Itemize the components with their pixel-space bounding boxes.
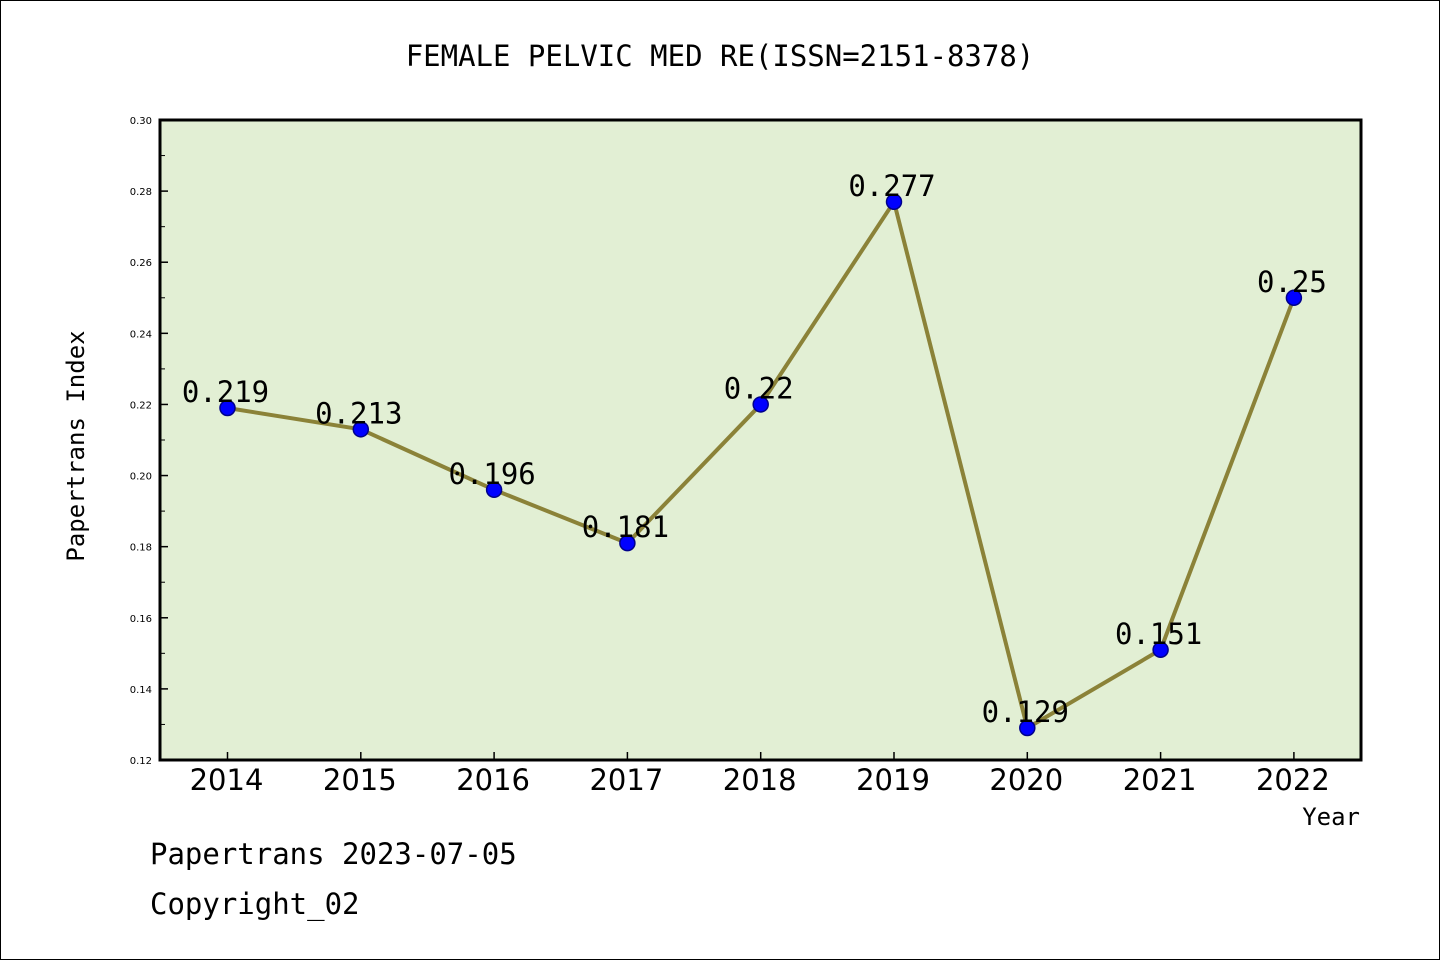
x-axis: 2014 2015 2016 2017 2018 2019 2020 2021 2022 — [190, 752, 1330, 797]
data-point — [885, 193, 903, 211]
y-tick-label: 0.18 — [130, 543, 152, 554]
y-tick-label: 0.16 — [130, 614, 152, 625]
y-tick-label: 0.12 — [130, 756, 152, 767]
x-tick-label: 2020 — [989, 763, 1063, 797]
data-point — [485, 481, 503, 499]
data-label: 0.129 — [982, 695, 1069, 729]
x-tick-label: 2019 — [856, 763, 930, 797]
data-label: 0.213 — [315, 396, 402, 430]
data-label: 0.25 — [1257, 265, 1327, 299]
x-tick-label: 2014 — [190, 763, 264, 797]
y-axis-label: Papertrans Index — [62, 330, 90, 561]
data-point — [1285, 289, 1303, 307]
data-point — [219, 399, 236, 417]
y-tick-label: 0.14 — [130, 685, 152, 696]
x-axis-label: Year — [1302, 803, 1360, 831]
data-label: 0.277 — [848, 169, 935, 203]
plot-border — [158, 118, 1363, 762]
y-tick-label: 0.22 — [130, 400, 152, 411]
plot-area — [160, 120, 1361, 760]
x-tick-label: 2017 — [589, 763, 663, 797]
footer-date: Papertrans 2023-07-05 — [150, 837, 517, 871]
data-label: 0.181 — [582, 510, 669, 544]
data-label: 0.22 — [724, 371, 794, 405]
x-tick-label: 2022 — [1256, 763, 1330, 797]
data-label: 0.219 — [182, 375, 269, 409]
chart-title: FEMALE PELVIC MED RE(ISSN=2151-8378) — [406, 39, 1035, 73]
footer-copyright: Copyright_02 — [150, 887, 360, 922]
x-tick-label: 2015 — [323, 763, 397, 797]
y-tick-label: 0.28 — [130, 187, 152, 198]
data-label: 0.196 — [448, 457, 535, 491]
x-tick-label: 2021 — [1123, 763, 1197, 797]
data-point — [1152, 641, 1169, 659]
data-point — [619, 534, 636, 552]
data-point — [352, 421, 370, 438]
data-label: 0.151 — [1115, 617, 1202, 651]
y-tick-label: 0.26 — [130, 258, 152, 269]
x-tick-label: 2016 — [456, 763, 530, 797]
series-markers — [219, 193, 1303, 737]
data-point — [1019, 719, 1036, 737]
y-tick-label: 0.24 — [130, 329, 152, 340]
y-tick-label: 0.30 — [130, 116, 152, 127]
y-tick-label: 0.20 — [130, 472, 152, 483]
data-labels: 0.219 0.213 0.196 0.181 0.22 0.277 0.129 0.151 0… — [182, 169, 1327, 729]
data-point — [752, 396, 769, 413]
x-tick-label: 2018 — [723, 763, 797, 797]
